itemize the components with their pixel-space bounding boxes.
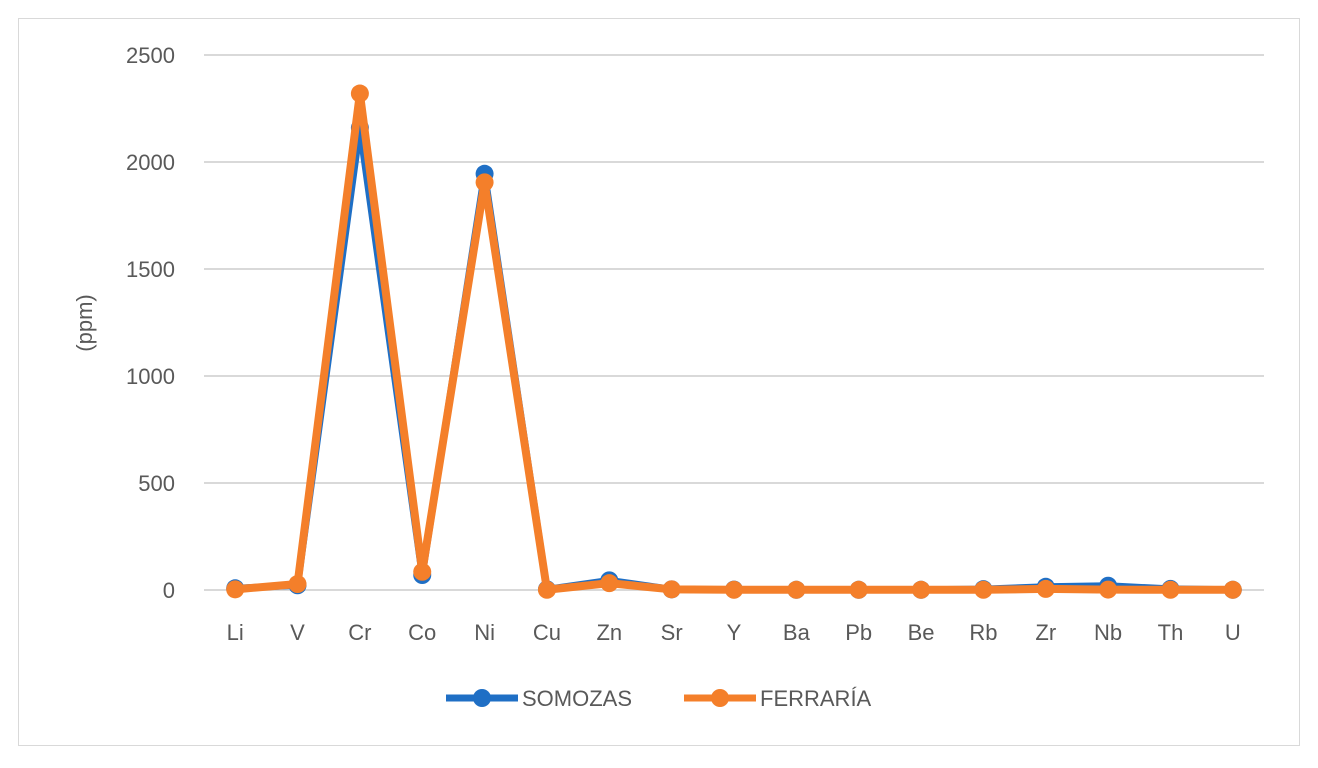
data-point (475, 173, 494, 192)
data-point (1161, 580, 1180, 599)
data-point (787, 580, 806, 599)
x-tick-label: Th (1158, 620, 1184, 645)
series-layer (226, 84, 1242, 599)
data-point (725, 580, 743, 599)
y-tick-label: 500 (138, 471, 175, 496)
y-tick-label: 2000 (126, 150, 175, 175)
legend-item: SOMOZAS (446, 686, 632, 711)
chart-frame (18, 18, 1300, 746)
y-tick-label: 2500 (126, 43, 175, 68)
series-line (231, 127, 1237, 594)
series-line (231, 93, 1237, 595)
x-tick-label: Sr (661, 620, 683, 645)
x-tick-label: Ni (474, 620, 495, 645)
x-tick-label: Zr (1035, 620, 1056, 645)
data-point (1099, 580, 1118, 599)
data-point (662, 580, 681, 599)
y-tick-label: 1000 (126, 364, 175, 389)
data-point (974, 580, 993, 599)
x-tick-label: Cr (348, 620, 371, 645)
legend-swatch-marker (473, 689, 491, 707)
x-tick-label: Ba (783, 620, 811, 645)
x-tick-label: Nb (1094, 620, 1122, 645)
x-tick-label: Pb (845, 620, 872, 645)
y-axis-title: (ppm) (72, 294, 97, 351)
x-tick-label: Cu (533, 620, 561, 645)
x-tick-label: U (1225, 620, 1241, 645)
data-point (912, 580, 931, 599)
x-tick-label: Be (908, 620, 935, 645)
legend-swatch-marker (711, 689, 729, 707)
y-tick-label: 1500 (126, 257, 175, 282)
data-point (537, 580, 556, 599)
data-point (413, 562, 432, 581)
x-tick-label: Y (727, 620, 742, 645)
x-tick-labels: Li V Cr Co Ni Cu Zn Sr Y Ba Pb Be Rb Zr Nb Th U (227, 620, 1241, 645)
data-point (350, 84, 369, 103)
y-tick-labels: 0 500 1000 1500 2000 2500 (126, 43, 175, 603)
legend-label: FERRARÍA (760, 686, 872, 711)
data-point (849, 580, 868, 599)
y-tick-label: 0 (163, 578, 175, 603)
x-tick-label: Zn (596, 620, 622, 645)
legend: SOMOZAS FERRARÍA (446, 686, 872, 711)
data-point (1036, 579, 1055, 598)
legend-item: FERRARÍA (684, 686, 872, 711)
x-tick-label: Co (408, 620, 436, 645)
data-point (226, 580, 245, 599)
data-point (288, 575, 307, 594)
data-point (1223, 580, 1242, 599)
x-tick-label: Rb (969, 620, 997, 645)
x-tick-label: V (290, 620, 305, 645)
data-point (600, 574, 619, 593)
series-ferraría (226, 84, 1242, 599)
x-tick-label: Li (227, 620, 244, 645)
series-somozas (226, 118, 1242, 599)
legend-label: SOMOZAS (522, 686, 632, 711)
